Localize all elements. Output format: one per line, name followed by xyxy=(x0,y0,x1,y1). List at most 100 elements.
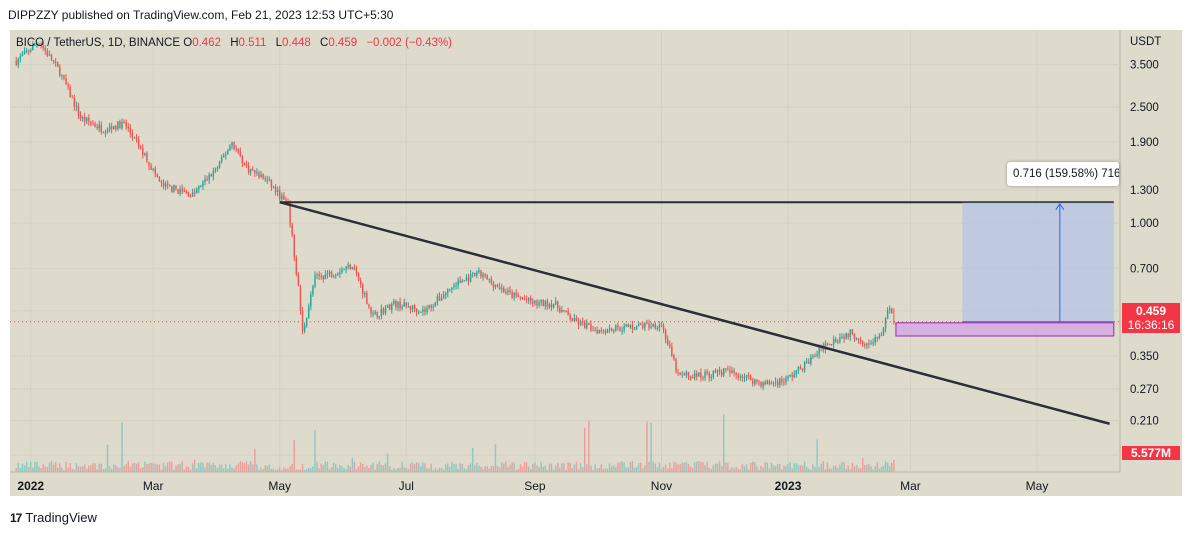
candle-body xyxy=(314,274,316,287)
candle-body xyxy=(158,177,161,181)
candle-body xyxy=(196,189,198,194)
candle-body xyxy=(397,301,399,308)
x-tick-label: 2022 xyxy=(17,479,44,493)
candle-body xyxy=(34,44,36,46)
candle-body xyxy=(113,126,115,129)
volume-bar xyxy=(94,463,96,472)
volume-bar xyxy=(299,469,302,472)
candle-body xyxy=(156,173,159,178)
volume-bar xyxy=(54,462,57,472)
candle-body xyxy=(758,381,760,383)
volume-bar xyxy=(353,461,356,472)
candle-body xyxy=(233,142,235,149)
candle-body xyxy=(683,373,686,376)
legend-high: 0.511 xyxy=(238,37,267,49)
candle-body xyxy=(289,201,291,225)
candle-body xyxy=(731,370,733,374)
candle-body xyxy=(563,310,565,312)
volume-bar xyxy=(733,468,735,472)
candle-body xyxy=(571,319,573,321)
candle-body xyxy=(368,304,370,307)
volume-bar xyxy=(621,461,623,472)
candle-body xyxy=(36,44,38,46)
volume-bar xyxy=(73,469,76,472)
candle-body xyxy=(444,293,447,296)
candle-body xyxy=(880,335,883,337)
volume-bar xyxy=(596,468,598,472)
candle-body xyxy=(262,174,264,179)
volume-bar xyxy=(108,466,111,472)
candle-body xyxy=(96,126,98,129)
volume-bar xyxy=(388,465,391,472)
candle-body xyxy=(870,343,872,345)
candle-body xyxy=(847,333,849,337)
candle-body xyxy=(484,274,486,276)
candle-body xyxy=(465,277,468,281)
volume-bar xyxy=(461,464,464,472)
candle-body xyxy=(685,372,688,376)
candle-body xyxy=(231,142,233,146)
volume-bar xyxy=(158,464,161,472)
candle-body xyxy=(544,300,547,306)
candle-body xyxy=(496,284,499,288)
candle-body xyxy=(90,121,92,124)
volume-bar xyxy=(148,463,150,472)
candle-body xyxy=(608,328,611,330)
candle-body xyxy=(42,45,44,48)
drawings[interactable] xyxy=(10,200,1120,425)
volume-bar xyxy=(565,469,567,472)
candle-body xyxy=(380,308,383,317)
candle-body xyxy=(805,361,808,363)
volume-bar xyxy=(820,463,822,472)
volume-bars xyxy=(15,414,895,472)
volume-bar xyxy=(407,468,410,472)
time-axis[interactable]: 2022 Mar May Jul Sep Nov 2023 Mar May xyxy=(17,479,1048,493)
footer-brand[interactable]: 17 TradingView xyxy=(10,510,97,525)
volume-bar xyxy=(457,469,459,472)
candle-body xyxy=(704,371,706,378)
candle-body xyxy=(588,323,590,325)
candle-body xyxy=(884,318,887,329)
candle-body xyxy=(648,323,650,328)
legend-open: 0.462 xyxy=(192,37,221,49)
volume-bar xyxy=(175,465,177,472)
candle-body xyxy=(239,151,242,157)
candle-body xyxy=(579,321,582,325)
volume-bar xyxy=(117,467,119,472)
candle-body xyxy=(482,274,484,277)
candle-body xyxy=(679,372,681,375)
candle-body xyxy=(781,378,783,383)
volume-bar xyxy=(658,462,661,472)
candle-body xyxy=(299,285,302,311)
volume-bar xyxy=(675,462,677,472)
measure-label[interactable]: 0.716 (159.58%) 716 xyxy=(1007,162,1119,186)
candle-body xyxy=(764,382,766,385)
candle-body xyxy=(328,271,331,274)
volume-bar xyxy=(662,466,665,472)
volume-bar xyxy=(281,469,283,472)
candle-body xyxy=(247,165,250,173)
volume-bar xyxy=(415,462,418,472)
volume-bar xyxy=(115,464,117,472)
candle-body xyxy=(220,157,223,162)
price-axis[interactable]: 3.5002.5001.9001.3001.0000.7000.5000.350… xyxy=(1130,60,1159,463)
candle-body xyxy=(696,373,698,377)
volume-bar xyxy=(208,462,210,472)
volume-bar xyxy=(521,466,524,472)
volume-bar xyxy=(509,464,511,472)
volume-bar xyxy=(86,468,88,472)
candle-body xyxy=(862,341,864,345)
legend-symbol[interactable]: BICO / TetherUS, 1D, BINANCE xyxy=(16,37,181,49)
candle-body xyxy=(523,298,526,300)
volume-bar xyxy=(749,462,752,472)
volume-bar xyxy=(629,462,632,472)
candle-body xyxy=(557,301,559,308)
volume-bar xyxy=(420,466,422,472)
candle-body xyxy=(718,369,721,372)
candle-body xyxy=(415,308,418,313)
volume-bar xyxy=(442,469,445,472)
volume-bar xyxy=(98,463,100,472)
candle-body xyxy=(337,274,339,276)
y-tick-label: 0.700 xyxy=(1130,263,1159,275)
